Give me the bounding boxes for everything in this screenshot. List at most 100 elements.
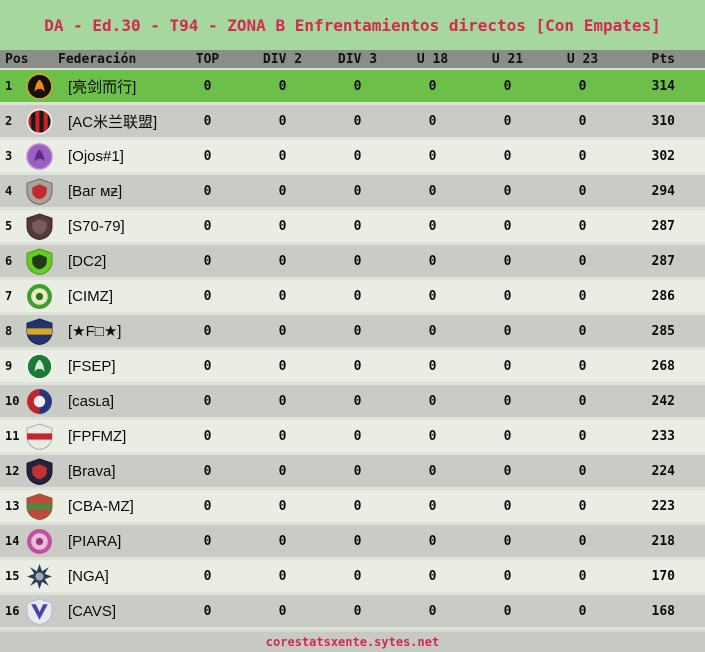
stat-u21: 0: [503, 428, 512, 444]
stat-u23: 0: [578, 288, 587, 304]
points-cell: 314: [651, 78, 675, 94]
stat-div2: 0: [278, 463, 287, 479]
stat-div2: 0: [278, 568, 287, 584]
stat-div3: 0: [353, 78, 362, 94]
points-cell: 224: [651, 463, 675, 479]
stat-div3: 0: [353, 253, 362, 269]
table-row[interactable]: 14 [PIARA] 0 0 0 0 0 0 218: [0, 525, 705, 560]
stat-div2: 0: [278, 428, 287, 444]
table-row[interactable]: 5 [S70-79] 0 0 0 0 0 0 287: [0, 210, 705, 245]
stat-div3: 0: [353, 603, 362, 619]
stat-top: 0: [203, 183, 212, 199]
table-row[interactable]: 8 [★F□★] 0 0 0 0 0 0 285: [0, 315, 705, 350]
position-cell: 14: [5, 534, 20, 548]
federation-name: [NGA]: [68, 567, 109, 585]
stat-top: 0: [203, 428, 212, 444]
stat-u18: 0: [428, 218, 437, 234]
dark-shield-icon: [24, 212, 68, 240]
stat-u23: 0: [578, 568, 587, 584]
table-row[interactable]: 3 [Ojos#1] 0 0 0 0 0 0 302: [0, 140, 705, 175]
stat-u18: 0: [428, 568, 437, 584]
table-row[interactable]: 16 [CAVS] 0 0 0 0 0 0 168: [0, 595, 705, 630]
stat-div2: 0: [278, 533, 287, 549]
federation-name: [Ojos#1]: [68, 147, 124, 165]
table-row[interactable]: 6 [DC2] 0 0 0 0 0 0 287: [0, 245, 705, 280]
table-row[interactable]: 10 [casʟa] 0 0 0 0 0 0 242: [0, 385, 705, 420]
stat-div2: 0: [278, 393, 287, 409]
stat-div3: 0: [353, 183, 362, 199]
points-cell: 287: [651, 253, 675, 269]
velez-v-crest-icon: [24, 597, 68, 625]
stat-u18: 0: [428, 358, 437, 374]
stat-top: 0: [203, 393, 212, 409]
stat-u21: 0: [503, 603, 512, 619]
table-row[interactable]: 11 [FPFMZ] 0 0 0 0 0 0 233: [0, 420, 705, 455]
federation-name: [CIMZ]: [68, 287, 113, 305]
green-ring-icon: [24, 283, 68, 310]
stat-div3: 0: [353, 148, 362, 164]
position-cell: 1: [5, 79, 13, 93]
stat-div3: 0: [353, 393, 362, 409]
table-row[interactable]: 13 [CBA-MZ] 0 0 0 0 0 0 223: [0, 490, 705, 525]
table-row[interactable]: 12 [Brava] 0 0 0 0 0 0 224: [0, 455, 705, 490]
stat-div3: 0: [353, 358, 362, 374]
points-cell: 233: [651, 428, 675, 444]
stat-top: 0: [203, 498, 212, 514]
stat-top: 0: [203, 603, 212, 619]
stat-u23: 0: [578, 253, 587, 269]
points-cell: 218: [651, 533, 675, 549]
table-row[interactable]: 9 [FSEP] 0 0 0 0 0 0 268: [0, 350, 705, 385]
footer-site-link[interactable]: corestatsxente.sytes.net: [0, 630, 705, 652]
table-header-row: Pos Federación TOP DIV 2 DIV 3 U 18 U 21 U 23 Pt…: [0, 50, 705, 70]
flame-badge-icon: [24, 72, 68, 100]
federation-name: [casʟa]: [68, 392, 115, 410]
stat-div2: 0: [278, 603, 287, 619]
points-cell: 242: [651, 393, 675, 409]
stat-u18: 0: [428, 78, 437, 94]
stat-u21: 0: [503, 148, 512, 164]
stat-u18: 0: [428, 603, 437, 619]
stat-top: 0: [203, 568, 212, 584]
column-header-u-21: U 21: [491, 51, 524, 67]
stat-u23: 0: [578, 603, 587, 619]
stat-u18: 0: [428, 498, 437, 514]
stat-div2: 0: [278, 113, 287, 129]
column-header-div-2: DIV 2: [262, 51, 303, 67]
federation-name: [AC米兰联盟]: [68, 113, 158, 131]
position-cell: 9: [5, 359, 13, 373]
points-cell: 285: [651, 323, 675, 339]
position-cell: 11: [5, 429, 20, 443]
points-cell: 168: [651, 603, 675, 619]
points-cell: 310: [651, 113, 675, 129]
position-cell: 10: [5, 394, 20, 408]
cba-coat-of-arms-icon: [24, 492, 68, 520]
table-row[interactable]: 2 [AC米兰联盟] 0 0 0 0 0 0 310: [0, 105, 705, 140]
green-shield-icon: [24, 247, 68, 275]
stat-div2: 0: [278, 253, 287, 269]
stat-u23: 0: [578, 533, 587, 549]
position-cell: 16: [5, 604, 20, 618]
table-body: 1 [亮剑而行] 0 0 0 0 0 0 314 2 [AC米兰联盟] 0 0 0 0 0 0 310 3 [Ojos…: [0, 70, 705, 630]
stat-top: 0: [203, 218, 212, 234]
position-cell: 5: [5, 219, 13, 233]
stat-top: 0: [203, 323, 212, 339]
stat-div3: 0: [353, 218, 362, 234]
table-row[interactable]: 15 [NGA] 0 0 0 0 0 0 170: [0, 560, 705, 595]
stat-u21: 0: [503, 253, 512, 269]
stat-u21: 0: [503, 288, 512, 304]
stat-u21: 0: [503, 323, 512, 339]
table-row[interactable]: 4 [Ваг мƶ] 0 0 0 0 0 0 294: [0, 175, 705, 210]
table-row[interactable]: 1 [亮剑而行] 0 0 0 0 0 0 314: [0, 70, 705, 105]
stat-u21: 0: [503, 78, 512, 94]
page-title: DA - Ed.30 - T94 - ZONA B Enfrentamiento…: [44, 15, 661, 35]
column-header-pts: Pts: [651, 51, 675, 67]
star-burst-icon: [24, 563, 68, 590]
table-row[interactable]: 7 [CIMZ] 0 0 0 0 0 0 286: [0, 280, 705, 315]
points-cell: 223: [651, 498, 675, 514]
stat-top: 0: [203, 358, 212, 374]
stat-u23: 0: [578, 78, 587, 94]
federation-name: [Brava]: [68, 462, 116, 480]
stat-u18: 0: [428, 393, 437, 409]
casla-crest-icon: [24, 388, 68, 415]
